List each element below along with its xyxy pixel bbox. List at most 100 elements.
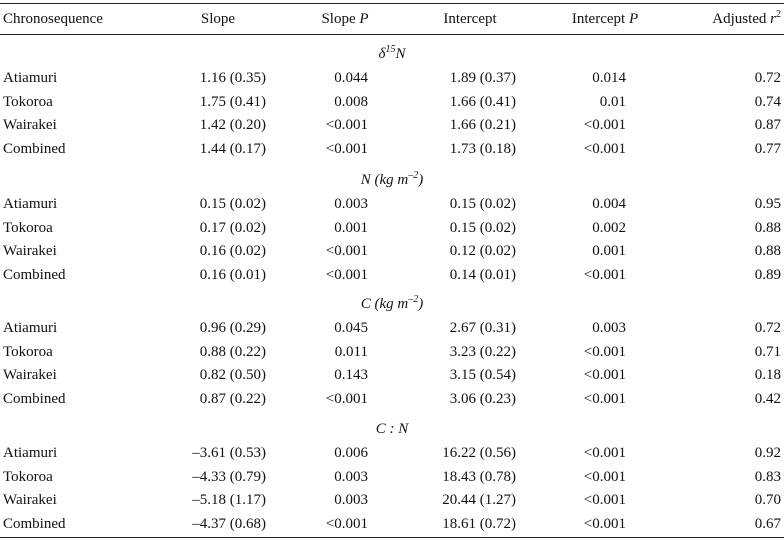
bottom-rule — [0, 537, 784, 538]
cell-intercept: 2.67 (0.31) — [449, 320, 516, 336]
header-slope-p: Slope P — [321, 11, 369, 27]
cell-adjusted-r2: 0.89 — [754, 266, 781, 283]
table-row: Atiamuri 0.96 (0.29) 0.045 2.67 (0.31) 0.003… — [0, 317, 784, 339]
cell-slope: 0.88 (0.22) — [199, 343, 266, 360]
table-row: Combined 0.16 (0.01) <0.001 0.14 (0.01) <0.0… — [0, 264, 784, 286]
cell-intercept: 0.14 (0.01) — [449, 266, 516, 283]
cell-slope: –3.61 (0.53) — [192, 445, 266, 461]
table-row: Tokoroa 1.75 (0.41) 0.008 1.66 (0.41) 0.01 0.… — [0, 91, 784, 113]
cell-slope-p: 0.003 — [334, 492, 368, 508]
table-row: Combined 0.87 (0.22) <0.001 3.06 (0.23) <0.0… — [0, 388, 784, 410]
header-intercept: Intercept — [443, 11, 497, 27]
cell-intercept-p: <0.001 — [583, 445, 626, 461]
cell-intercept-p: <0.001 — [583, 343, 626, 360]
cell-slope-p: <0.001 — [325, 117, 368, 133]
cell-intercept-p: <0.001 — [583, 266, 626, 283]
cell-slope-p: 0.143 — [334, 367, 368, 383]
cell-intercept: 1.73 (0.18) — [449, 140, 516, 157]
header-rule — [0, 34, 784, 35]
cell-intercept-p: <0.001 — [583, 140, 626, 157]
cell-site: Wairakei — [3, 117, 57, 133]
header-row: Chronosequence Slope Slope P Intercept I… — [0, 8, 784, 30]
cell-adjusted-r2: 0.72 — [754, 320, 781, 336]
table-row: Tokoroa 0.17 (0.02) 0.001 0.15 (0.02) 0.002 0… — [0, 217, 784, 239]
cell-intercept: 3.15 (0.54) — [449, 367, 516, 383]
header-intercept-p: Intercept P — [571, 11, 639, 27]
cell-intercept: 18.61 (0.72) — [442, 515, 516, 532]
cell-site: Atiamuri — [3, 320, 58, 336]
cell-adjusted-r2: 0.72 — [754, 70, 781, 86]
cell-intercept-p: <0.001 — [583, 492, 626, 508]
section-title: δ15N — [378, 44, 406, 63]
table-row: Atiamuri –3.61 (0.53) 0.006 16.22 (0.56) <0.… — [0, 442, 784, 464]
cell-slope: 0.15 (0.02) — [199, 196, 266, 212]
cell-slope-p: 0.011 — [334, 343, 368, 360]
cell-intercept-p: <0.001 — [583, 468, 626, 485]
cell-site: Wairakei — [3, 367, 57, 383]
cell-slope-p: <0.001 — [325, 390, 368, 407]
cell-intercept: 0.15 (0.02) — [449, 219, 516, 236]
cell-intercept-p: <0.001 — [583, 367, 626, 383]
cell-site: Combined — [3, 515, 66, 532]
cell-adjusted-r2: 0.71 — [754, 343, 781, 360]
cell-intercept: 18.43 (0.78) — [442, 468, 516, 485]
cell-site: Tokoroa — [3, 93, 53, 110]
cell-intercept: 1.66 (0.41) — [449, 93, 516, 110]
cell-intercept: 20.44 (1.27) — [442, 492, 516, 508]
table-row: Wairakei 0.82 (0.50) 0.143 3.15 (0.54) <0.00… — [0, 364, 784, 386]
cell-adjusted-r2: 0.92 — [754, 445, 781, 461]
table-row: Atiamuri 0.15 (0.02) 0.003 0.15 (0.02) 0.004… — [0, 193, 784, 215]
cell-slope-p: 0.003 — [334, 196, 368, 212]
cell-adjusted-r2: 0.67 — [754, 515, 781, 532]
cell-site: Wairakei — [3, 492, 57, 508]
table-row: Tokoroa 0.88 (0.22) 0.011 3.23 (0.22) <0.001… — [0, 341, 784, 363]
section-title: N (kg m–2) — [360, 170, 424, 189]
table-row: Atiamuri 1.16 (0.35) 0.044 1.89 (0.37) 0.014… — [0, 67, 784, 89]
table-row: Combined –4.37 (0.68) <0.001 18.61 (0.72) <0… — [0, 513, 784, 535]
top-rule — [0, 3, 784, 4]
cell-slope-p: 0.044 — [334, 70, 368, 86]
cell-slope-p: <0.001 — [325, 140, 368, 157]
cell-intercept: 0.12 (0.02) — [449, 243, 516, 259]
cell-slope-p: <0.001 — [325, 243, 368, 259]
cell-slope-p: <0.001 — [325, 266, 368, 283]
header-adjusted-r2: Adjusted r2 — [712, 9, 781, 28]
cell-intercept: 3.06 (0.23) — [449, 390, 516, 407]
cell-site: Wairakei — [3, 243, 57, 259]
cell-intercept-p: 0.014 — [592, 70, 626, 86]
table-row: Wairakei 1.42 (0.20) <0.001 1.66 (0.21) <0.0… — [0, 114, 784, 136]
cell-site: Combined — [3, 140, 66, 157]
cell-intercept-p: 0.01 — [599, 93, 626, 110]
cell-slope-p: 0.003 — [334, 468, 368, 485]
cell-slope: 1.75 (0.41) — [199, 93, 266, 110]
table-row: Wairakei –5.18 (1.17) 0.003 20.44 (1.27) <0.… — [0, 489, 784, 511]
cell-adjusted-r2: 0.18 — [754, 367, 781, 383]
cell-site: Combined — [3, 390, 66, 407]
cell-adjusted-r2: 0.95 — [754, 196, 781, 212]
cell-site: Tokoroa — [3, 219, 53, 236]
cell-site: Tokoroa — [3, 343, 53, 360]
cell-site: Combined — [3, 266, 66, 283]
cell-slope: –4.33 (0.79) — [192, 468, 266, 485]
cell-slope: 1.16 (0.35) — [199, 70, 266, 86]
cell-intercept: 1.89 (0.37) — [449, 70, 516, 86]
cell-site: Atiamuri — [3, 70, 58, 86]
cell-slope-p: 0.045 — [334, 320, 368, 336]
cell-intercept: 1.66 (0.21) — [449, 117, 516, 133]
cell-intercept-p: <0.001 — [583, 515, 626, 532]
cell-site: Tokoroa — [3, 468, 53, 485]
cell-slope: 0.82 (0.50) — [199, 367, 266, 383]
cell-intercept-p: 0.004 — [592, 196, 626, 212]
cell-slope: 1.44 (0.17) — [199, 140, 266, 157]
cell-slope: 0.16 (0.02) — [199, 243, 266, 259]
table-row: Combined 1.44 (0.17) <0.001 1.73 (0.18) <0.0… — [0, 138, 784, 160]
cell-site: Atiamuri — [3, 445, 58, 461]
cell-intercept: 3.23 (0.22) — [449, 343, 516, 360]
cell-slope-p: 0.001 — [334, 219, 368, 236]
cell-slope: 0.16 (0.01) — [199, 266, 266, 283]
cell-slope: 0.96 (0.29) — [199, 320, 266, 336]
cell-adjusted-r2: 0.42 — [754, 390, 781, 407]
cell-intercept-p: 0.002 — [592, 219, 626, 236]
header-slope: Slope — [200, 11, 236, 27]
cell-slope: 0.17 (0.02) — [199, 219, 266, 236]
